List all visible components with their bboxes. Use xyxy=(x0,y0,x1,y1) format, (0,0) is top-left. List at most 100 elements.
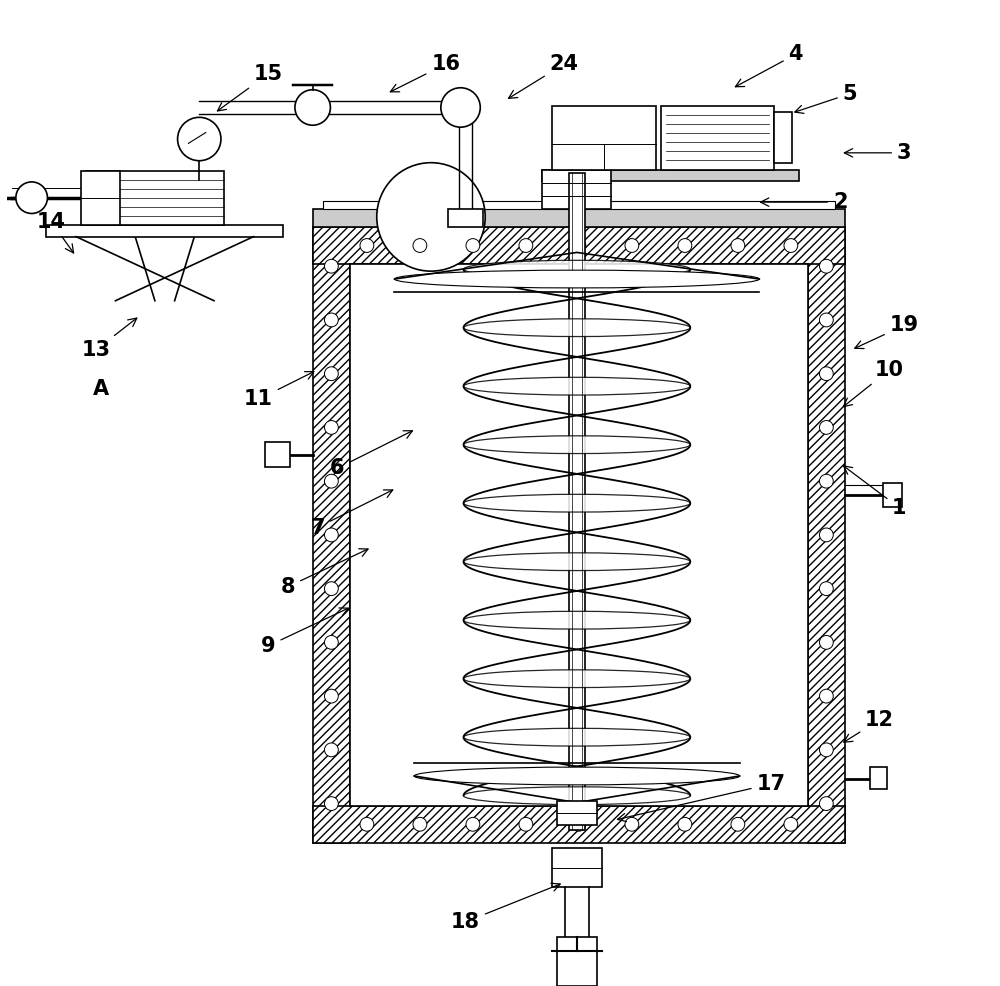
Circle shape xyxy=(413,817,427,831)
Bar xyxy=(542,170,799,181)
Bar xyxy=(542,170,611,209)
Circle shape xyxy=(731,817,745,831)
Circle shape xyxy=(324,367,338,381)
Ellipse shape xyxy=(464,729,690,746)
Bar xyxy=(81,171,120,225)
Text: 10: 10 xyxy=(843,360,904,406)
Circle shape xyxy=(519,239,533,252)
Ellipse shape xyxy=(464,436,690,454)
Circle shape xyxy=(819,689,833,703)
Bar xyxy=(808,227,845,843)
Text: 2: 2 xyxy=(761,192,847,212)
Circle shape xyxy=(466,239,480,252)
Bar xyxy=(870,767,887,789)
Text: 17: 17 xyxy=(617,774,786,821)
Text: 14: 14 xyxy=(37,212,74,253)
Circle shape xyxy=(784,239,798,252)
Circle shape xyxy=(324,743,338,757)
Circle shape xyxy=(819,474,833,488)
Circle shape xyxy=(819,528,833,542)
Circle shape xyxy=(819,743,833,757)
Text: 8: 8 xyxy=(281,549,368,597)
Bar xyxy=(448,209,483,227)
Ellipse shape xyxy=(464,611,690,629)
Text: 13: 13 xyxy=(81,318,137,360)
Circle shape xyxy=(678,239,692,252)
Circle shape xyxy=(466,817,480,831)
Circle shape xyxy=(377,163,485,271)
Circle shape xyxy=(360,239,374,252)
Circle shape xyxy=(324,259,338,273)
Text: 24: 24 xyxy=(508,54,579,99)
Circle shape xyxy=(819,259,833,273)
Text: 7: 7 xyxy=(310,490,393,537)
Bar xyxy=(86,171,224,225)
Text: 3: 3 xyxy=(844,143,912,163)
Circle shape xyxy=(519,817,533,831)
Text: 9: 9 xyxy=(261,608,348,656)
Bar xyxy=(774,111,792,163)
Text: 5: 5 xyxy=(795,84,857,113)
Circle shape xyxy=(819,420,833,435)
Ellipse shape xyxy=(464,553,690,571)
Bar xyxy=(323,201,835,209)
Circle shape xyxy=(731,239,745,252)
Ellipse shape xyxy=(464,669,690,687)
Ellipse shape xyxy=(414,767,740,785)
Circle shape xyxy=(819,636,833,650)
Ellipse shape xyxy=(464,260,690,278)
Ellipse shape xyxy=(464,787,690,805)
Text: 15: 15 xyxy=(217,64,283,111)
Bar xyxy=(552,848,602,887)
Text: 4: 4 xyxy=(735,44,803,87)
Text: A: A xyxy=(93,380,109,399)
Text: 6: 6 xyxy=(330,431,412,478)
Bar xyxy=(313,227,350,843)
Circle shape xyxy=(360,817,374,831)
Bar xyxy=(313,209,845,227)
Text: 16: 16 xyxy=(390,54,460,92)
Circle shape xyxy=(324,636,338,650)
Bar xyxy=(883,483,902,507)
Circle shape xyxy=(625,817,639,831)
Circle shape xyxy=(324,420,338,435)
Text: 12: 12 xyxy=(844,710,894,742)
Circle shape xyxy=(178,117,221,161)
Circle shape xyxy=(16,181,47,214)
Circle shape xyxy=(295,90,330,125)
Bar xyxy=(313,806,845,843)
Bar xyxy=(265,442,290,466)
Circle shape xyxy=(819,797,833,810)
Circle shape xyxy=(819,582,833,596)
Bar xyxy=(557,937,597,986)
Circle shape xyxy=(441,88,480,127)
Circle shape xyxy=(784,817,798,831)
Text: 11: 11 xyxy=(244,372,314,409)
Bar xyxy=(557,801,597,825)
Bar xyxy=(661,106,774,170)
Text: 19: 19 xyxy=(855,316,919,349)
Circle shape xyxy=(324,314,338,327)
Ellipse shape xyxy=(464,318,690,336)
Circle shape xyxy=(324,474,338,488)
Circle shape xyxy=(324,797,338,810)
Bar xyxy=(350,264,808,806)
Text: 18: 18 xyxy=(451,883,560,932)
Circle shape xyxy=(572,239,586,252)
Circle shape xyxy=(819,314,833,327)
Circle shape xyxy=(572,817,586,831)
Bar xyxy=(552,106,656,170)
Circle shape xyxy=(819,367,833,381)
Ellipse shape xyxy=(464,378,690,395)
Bar xyxy=(313,227,845,264)
Ellipse shape xyxy=(394,270,759,288)
Circle shape xyxy=(324,528,338,542)
Bar xyxy=(46,225,283,237)
Text: 1: 1 xyxy=(844,466,907,518)
Ellipse shape xyxy=(464,494,690,512)
Bar xyxy=(569,173,585,830)
Circle shape xyxy=(413,239,427,252)
Circle shape xyxy=(625,239,639,252)
Circle shape xyxy=(324,689,338,703)
Circle shape xyxy=(678,817,692,831)
